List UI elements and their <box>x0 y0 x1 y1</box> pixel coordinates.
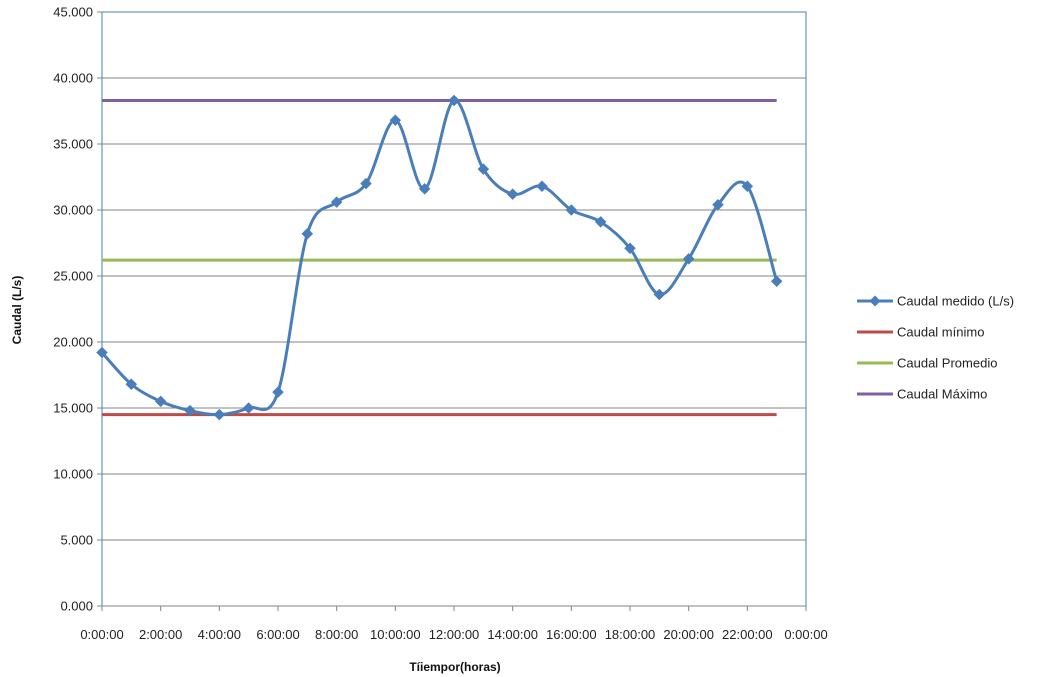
series-lines <box>100 98 779 417</box>
x-tick-label: 16:00:00 <box>546 627 597 642</box>
y-tick-label: 45.000 <box>53 5 93 20</box>
data-point <box>741 180 754 193</box>
legend-marker <box>869 295 881 307</box>
legend-item-caudal-maximo: Caudal Máximo <box>857 387 987 402</box>
markers <box>96 94 783 421</box>
data-point <box>712 198 724 211</box>
data-point <box>389 114 402 127</box>
data-point <box>330 196 343 208</box>
legend-item-caudal-promedio: Caudal Promedio <box>857 356 997 371</box>
legend-label: Caudal medido (L/s) <box>897 294 1014 309</box>
y-axis-title: Caudal (L/s) <box>10 276 24 345</box>
data-point <box>213 408 226 421</box>
y-tick-label: 20.000 <box>53 335 93 350</box>
x-tick-label: 12:00:00 <box>429 627 480 642</box>
x-tick-label: 0:00:00 <box>80 627 123 642</box>
x-tick-label: 4:00:00 <box>198 627 241 642</box>
y-tick-label: 35.000 <box>53 137 93 152</box>
data-point <box>477 163 490 175</box>
data-point <box>448 94 460 107</box>
legend: Caudal medido (L/s) Caudal mínimo Caudal P… <box>857 294 1014 402</box>
data-point <box>360 177 372 190</box>
y-tick-label: 10.000 <box>53 467 93 482</box>
x-tick-label: 20:00:00 <box>663 627 714 642</box>
data-point <box>301 227 314 240</box>
y-tick-label: 0.000 <box>60 599 93 614</box>
x-tick-label: 22:00:00 <box>722 627 773 642</box>
data-point <box>272 386 284 399</box>
y-tick-label: 5.000 <box>60 533 93 548</box>
x-tick-label: 10:00:00 <box>370 627 421 642</box>
data-point <box>536 180 548 193</box>
data-point <box>770 275 783 288</box>
gridlines <box>102 11 806 541</box>
data-point <box>594 216 607 228</box>
y-tick-label: 25.000 <box>53 269 93 284</box>
data-point <box>565 204 578 216</box>
x-tick-label: 2:00:00 <box>139 627 182 642</box>
x-tick-label: 0:00:00 <box>784 627 827 642</box>
x-tick-label: 6:00:00 <box>256 627 299 642</box>
x-tick-label: 8:00:00 <box>315 627 358 642</box>
data-point <box>653 288 666 301</box>
data-point <box>418 183 431 195</box>
data-point <box>125 378 138 391</box>
x-axis-title: Tíiempor(horas) <box>409 660 500 674</box>
x-tick-label: 14:00:00 <box>487 627 538 642</box>
data-point <box>624 242 636 255</box>
data-point <box>682 252 695 265</box>
data-point <box>506 188 519 201</box>
x-axis: 0:00:00 2:00:00 4:00:00 6:00:00 8:00:00 10:00… <box>80 606 828 642</box>
y-tick-label: 30.000 <box>53 203 93 218</box>
data-point <box>154 395 167 408</box>
legend-item-caudal-minimo: Caudal mínimo <box>857 325 984 340</box>
data-point <box>96 346 108 359</box>
y-axis: 0.000 5.000 10.000 15.000 20.000 25.000 30.000… <box>53 5 806 614</box>
y-tick-label: 15.000 <box>53 401 93 416</box>
data-point <box>184 404 196 417</box>
y-tick-label: 40.000 <box>53 71 93 86</box>
legend-label: Caudal Promedio <box>897 356 997 371</box>
x-tick-label: 18:00:00 <box>605 627 656 642</box>
legend-label: Caudal Máximo <box>897 387 987 402</box>
data-point <box>242 402 255 414</box>
series-line-caudal-medido-l-s <box>100 98 779 417</box>
legend-label: Caudal mínimo <box>897 325 984 340</box>
legend-item-caudal-medido-l-s: Caudal medido (L/s) <box>857 294 1014 309</box>
